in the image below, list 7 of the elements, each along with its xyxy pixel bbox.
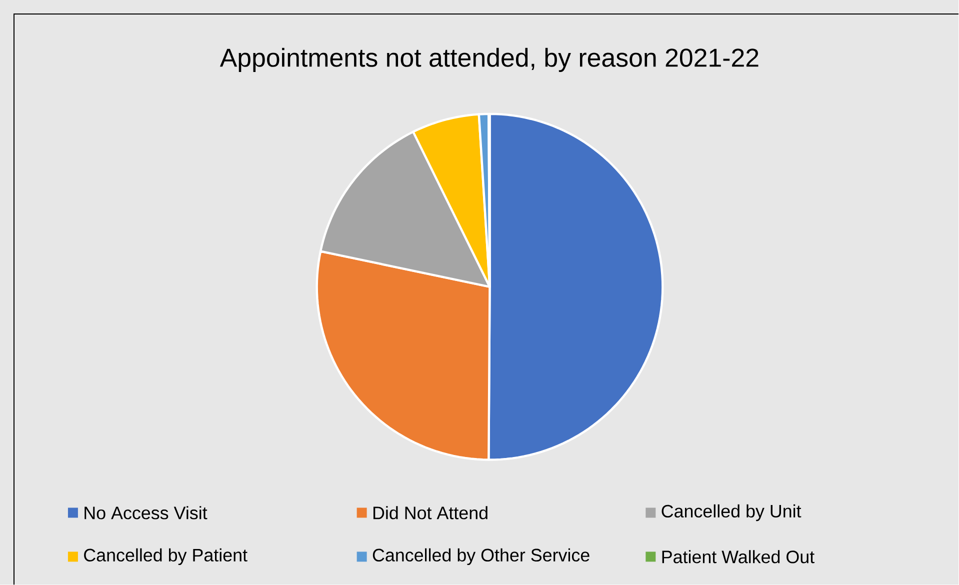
legend-label: Cancelled by Other Service (372, 548, 590, 565)
legend-label: No Access Visit (84, 506, 208, 520)
legend-label: Patient Walked Out (662, 550, 814, 564)
legend-label: Cancelled by Patient (84, 548, 248, 565)
legend-label: Cancelled by Unit (662, 504, 802, 521)
legend-label: Did Not Attend (373, 506, 488, 520)
chart-title: Appointments not attended, by reason 2021-22 (220, 48, 758, 72)
